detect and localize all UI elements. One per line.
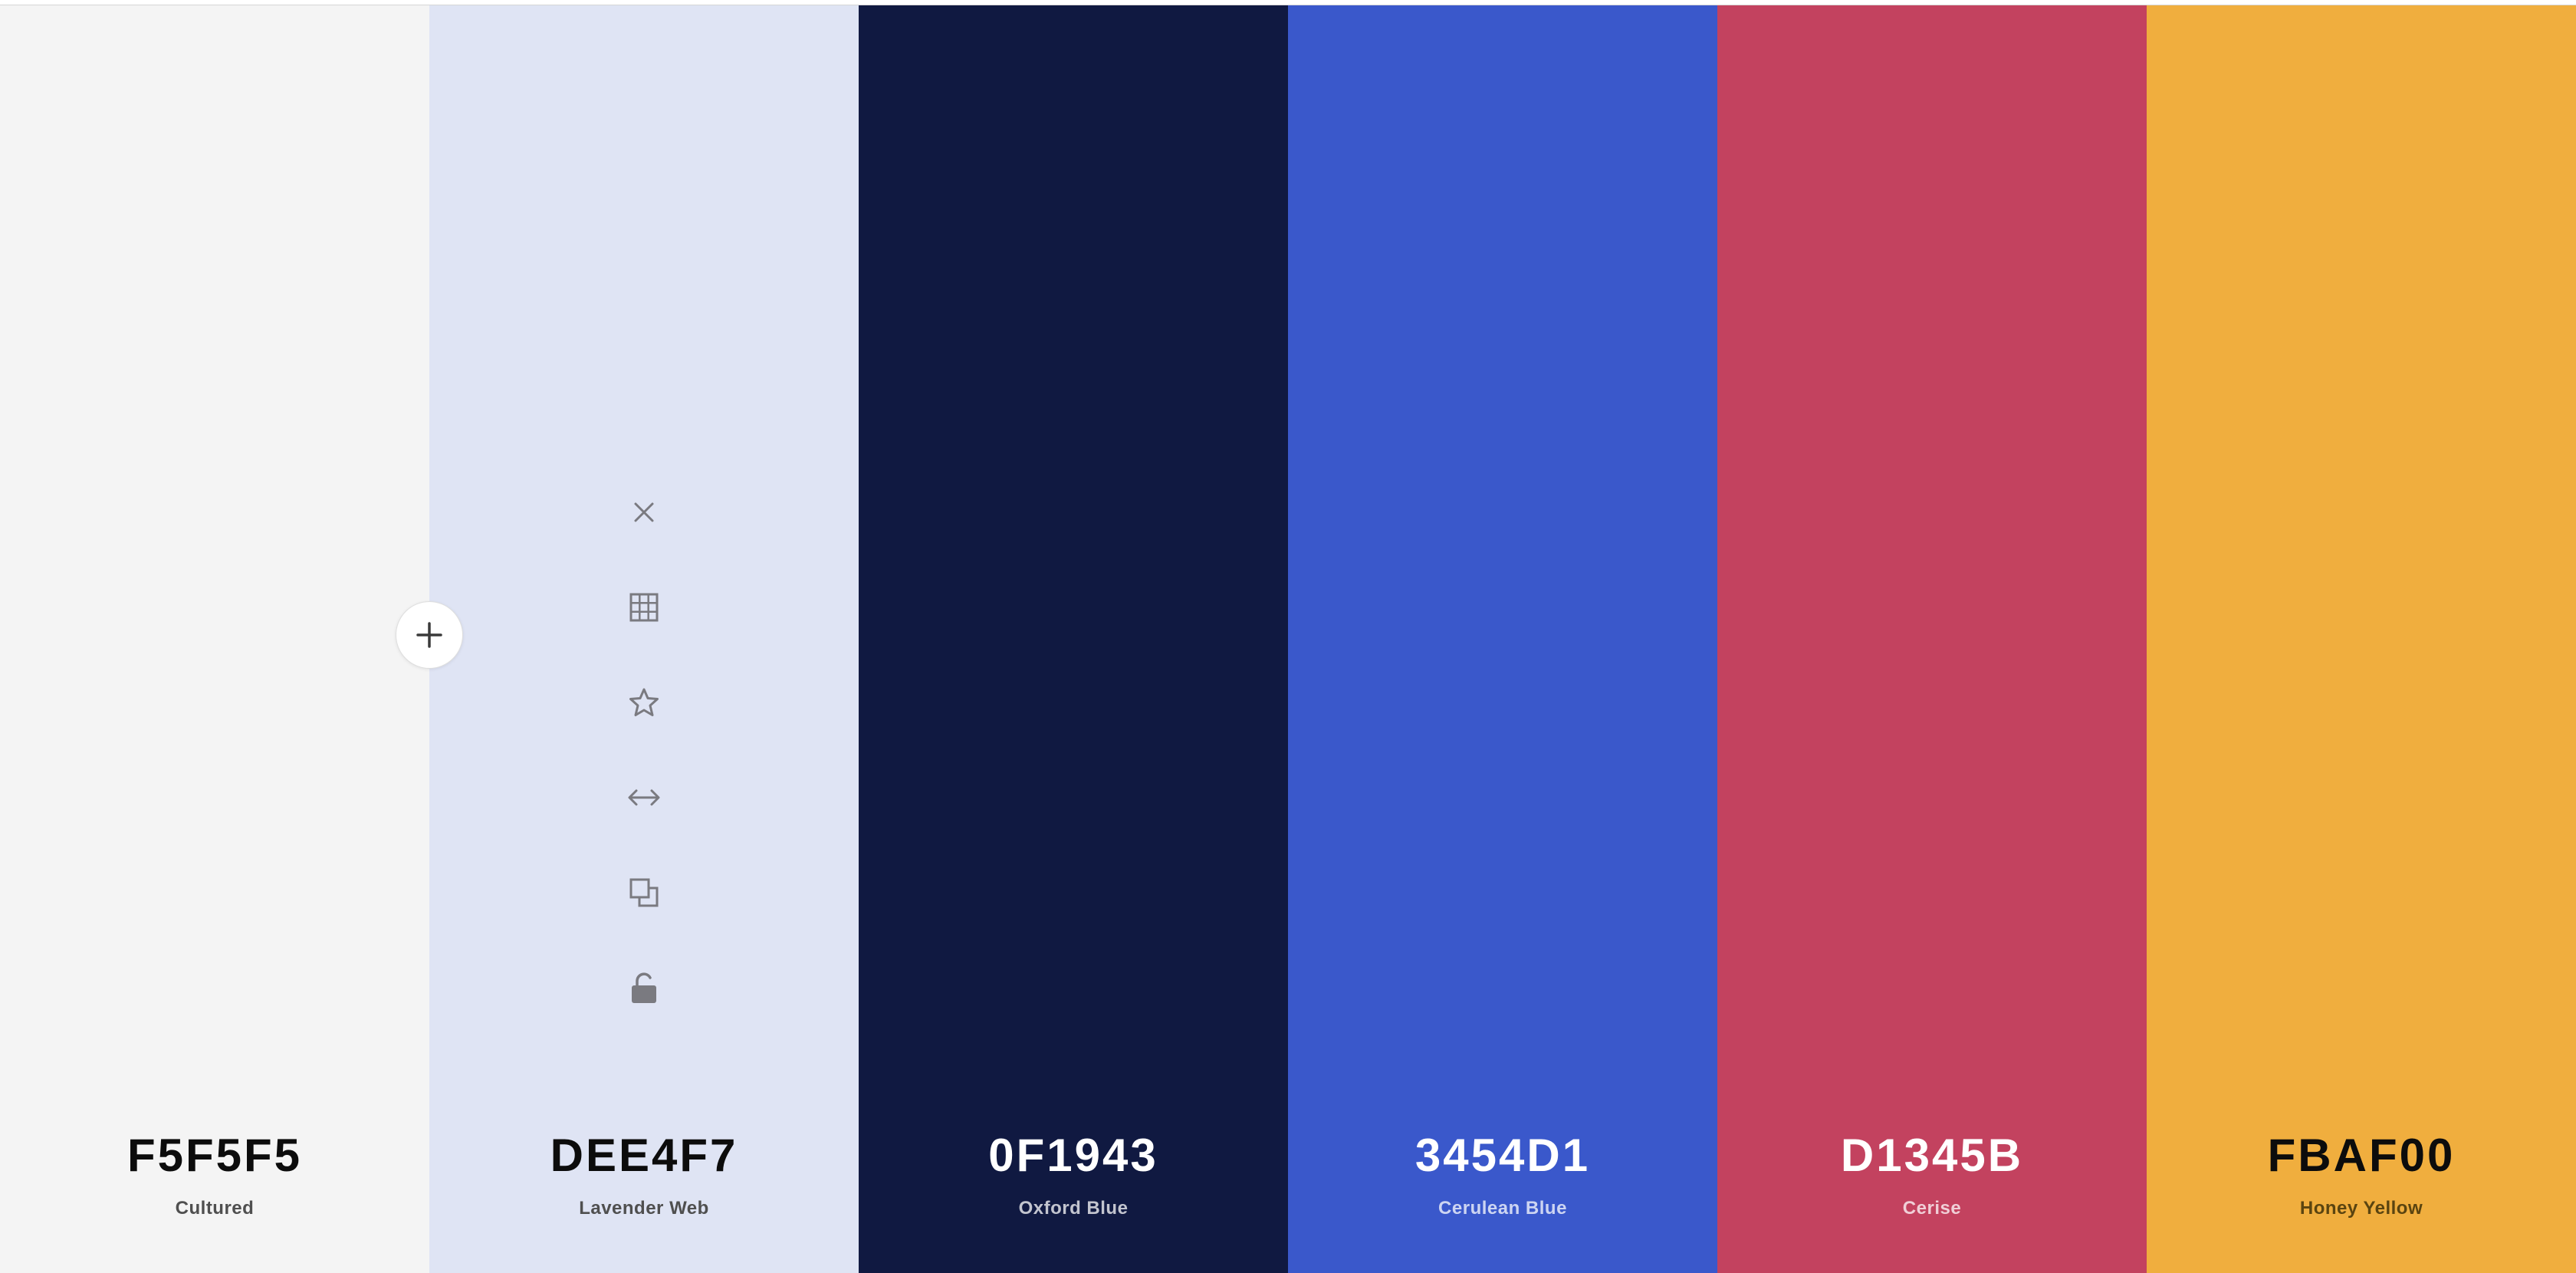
- remove-color-button[interactable]: [621, 489, 667, 535]
- swatch-info: D1345B Cerise: [1717, 1129, 2147, 1219]
- swatch-cerulean-blue[interactable]: 3454D1 Cerulean Blue: [1288, 5, 1717, 1273]
- color-name[interactable]: Oxford Blue: [1018, 1198, 1129, 1219]
- plus-icon: [416, 622, 442, 648]
- hex-code[interactable]: D1345B: [1840, 1130, 2024, 1181]
- swatch-lavender-web[interactable]: DEE4F7 Lavender Web: [429, 5, 859, 1273]
- lock-color-button[interactable]: [621, 965, 667, 1011]
- add-color-button[interactable]: [396, 601, 463, 669]
- star-icon: [629, 688, 659, 716]
- copy-color-button[interactable]: [621, 870, 667, 916]
- grid-icon: [629, 593, 659, 622]
- color-name[interactable]: Cultured: [175, 1198, 255, 1219]
- close-icon: [634, 502, 654, 522]
- swatch-info: F5F5F5 Cultured: [0, 1129, 429, 1219]
- arrows-horizontal-icon: [628, 789, 660, 806]
- hex-code[interactable]: DEE4F7: [550, 1130, 738, 1181]
- color-name[interactable]: Cerise: [1902, 1198, 1962, 1219]
- hex-code[interactable]: 0F1943: [988, 1130, 1158, 1181]
- hex-code[interactable]: FBAF00: [2267, 1130, 2456, 1181]
- color-name[interactable]: Honey Yellow: [2299, 1198, 2423, 1219]
- swatch-oxford-blue[interactable]: 0F1943 Oxford Blue: [859, 5, 1288, 1273]
- swatch-honey-yellow[interactable]: FBAF00 Honey Yellow: [2147, 5, 2576, 1273]
- copy-icon: [629, 878, 659, 907]
- swatch-info: 3454D1 Cerulean Blue: [1288, 1129, 1717, 1219]
- color-name[interactable]: Lavender Web: [579, 1198, 709, 1219]
- swatch-info: FBAF00 Honey Yellow: [2147, 1129, 2576, 1219]
- top-border: [0, 0, 2576, 5]
- hex-code[interactable]: 3454D1: [1414, 1130, 1591, 1181]
- unlock-icon: [632, 972, 656, 1003]
- drag-color-button[interactable]: [621, 775, 667, 821]
- color-palette: F5F5F5 Cultured: [0, 5, 2576, 1273]
- save-color-button[interactable]: [621, 679, 667, 725]
- swatch-cultured[interactable]: F5F5F5 Cultured: [0, 5, 429, 1273]
- swatch-info: DEE4F7 Lavender Web: [429, 1129, 859, 1219]
- swatch-info: 0F1943 Oxford Blue: [859, 1129, 1288, 1219]
- hex-code[interactable]: F5F5F5: [127, 1130, 303, 1181]
- view-shades-button[interactable]: [621, 584, 667, 630]
- color-name[interactable]: Cerulean Blue: [1438, 1198, 1567, 1219]
- swatch-cerise[interactable]: D1345B Cerise: [1717, 5, 2147, 1273]
